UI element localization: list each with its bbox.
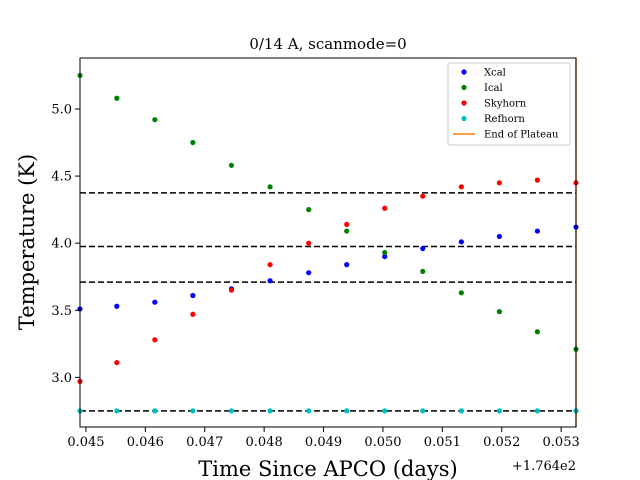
legend-label-xcal: Xcal — [484, 68, 506, 79]
ical-point-12 — [534, 329, 540, 335]
refhorn-point-4 — [228, 408, 235, 414]
y-tick-label-0: 3.0 — [51, 371, 72, 386]
skyhorn-point-6 — [306, 240, 312, 246]
ical-point-5 — [267, 184, 273, 190]
xcal-point-7 — [344, 262, 350, 268]
xcal-point-2 — [152, 299, 158, 305]
refhorn-point-7 — [344, 408, 350, 414]
ical-point-2 — [152, 117, 158, 123]
xcal-point-1 — [114, 303, 120, 309]
x-tick-label-0: 0.045 — [67, 435, 104, 450]
legend-box — [447, 62, 571, 146]
x-tick-label-3: 0.048 — [246, 435, 283, 450]
xcal-point-11 — [496, 233, 502, 240]
refhorn-point-1 — [114, 408, 120, 414]
ical-point-7 — [344, 228, 350, 234]
refhorn-point-9 — [420, 408, 426, 414]
legend-marker-skyhorn — [461, 100, 467, 106]
x-offset-label: +1.764e2 — [512, 459, 576, 474]
legend-label-end-of-plateau: End of Plateau — [484, 130, 559, 141]
skyhorn-point-1 — [114, 359, 120, 366]
skyhorn-point-11 — [496, 180, 502, 186]
xcal-point-12 — [534, 228, 540, 234]
refhorn-point-10 — [458, 408, 464, 414]
ical-point-3 — [190, 139, 196, 146]
xcal-point-6 — [306, 270, 312, 276]
y-tick-label-4: 5.0 — [51, 102, 72, 117]
xcal-point-10 — [458, 239, 464, 245]
refhorn-point-8 — [382, 408, 388, 414]
ical-point-9 — [420, 268, 426, 274]
refhorn-point-5 — [267, 408, 273, 414]
skyhorn-point-4 — [228, 287, 235, 293]
legend-label-ical: Ical — [484, 83, 503, 94]
ical-point-10 — [458, 290, 464, 296]
plot-frame — [79, 57, 577, 428]
ical-point-1 — [114, 95, 120, 101]
ical-point-6 — [306, 207, 312, 213]
x-tick-label-4: 0.049 — [305, 435, 342, 450]
legend-marker-ical — [461, 84, 467, 91]
skyhorn-point-3 — [190, 311, 196, 317]
skyhorn-point-8 — [382, 205, 388, 211]
skyhorn-point-5 — [267, 262, 273, 268]
legend-label-refhorn: Refhorn — [484, 114, 525, 125]
y-tick-label-2: 4.0 — [51, 237, 72, 252]
xcal-point-8 — [382, 253, 388, 260]
legend-marker-refhorn — [461, 115, 467, 122]
legend-label-skyhorn: Skyhorn — [484, 99, 527, 110]
skyhorn-point-7 — [344, 221, 350, 227]
xcal-point-9 — [420, 245, 426, 252]
x-tick-label-2: 0.047 — [186, 435, 223, 450]
chart-title: 0/14 A, scanmode=0 — [249, 35, 406, 53]
ical-point-11 — [496, 309, 502, 315]
legend-marker-xcal — [461, 69, 467, 75]
refhorn-point-3 — [190, 408, 196, 414]
ical-point-8 — [382, 249, 388, 256]
ical-point-4 — [228, 162, 235, 168]
y-tick-label-1: 3.5 — [51, 304, 72, 319]
skyhorn-point-12 — [534, 177, 540, 183]
xcal-point-5 — [267, 278, 273, 284]
skyhorn-point-9 — [420, 193, 426, 199]
x-tick-label-1: 0.046 — [127, 435, 164, 450]
legend: Xcal Ical Skyhorn Refhorn End of Plateau — [447, 62, 571, 146]
x-tick-label-8: 0.053 — [543, 435, 580, 450]
xcal-point-3 — [190, 292, 196, 299]
x-axis-label: Time Since APCO (days) — [198, 457, 457, 480]
refhorn-point-11 — [496, 408, 502, 414]
refhorn-point-2 — [152, 408, 158, 414]
x-tick-label-7: 0.052 — [483, 435, 520, 450]
skyhorn-point-2 — [152, 337, 158, 343]
y-axis-label: Temperature (K) — [15, 154, 39, 330]
y-tick-label-3: 4.5 — [51, 170, 72, 185]
refhorn-point-12 — [534, 408, 540, 414]
x-tick-label-6: 0.051 — [424, 435, 461, 450]
x-tick-label-5: 0.050 — [364, 435, 401, 450]
refhorn-point-6 — [306, 408, 312, 414]
skyhorn-point-10 — [458, 184, 464, 190]
